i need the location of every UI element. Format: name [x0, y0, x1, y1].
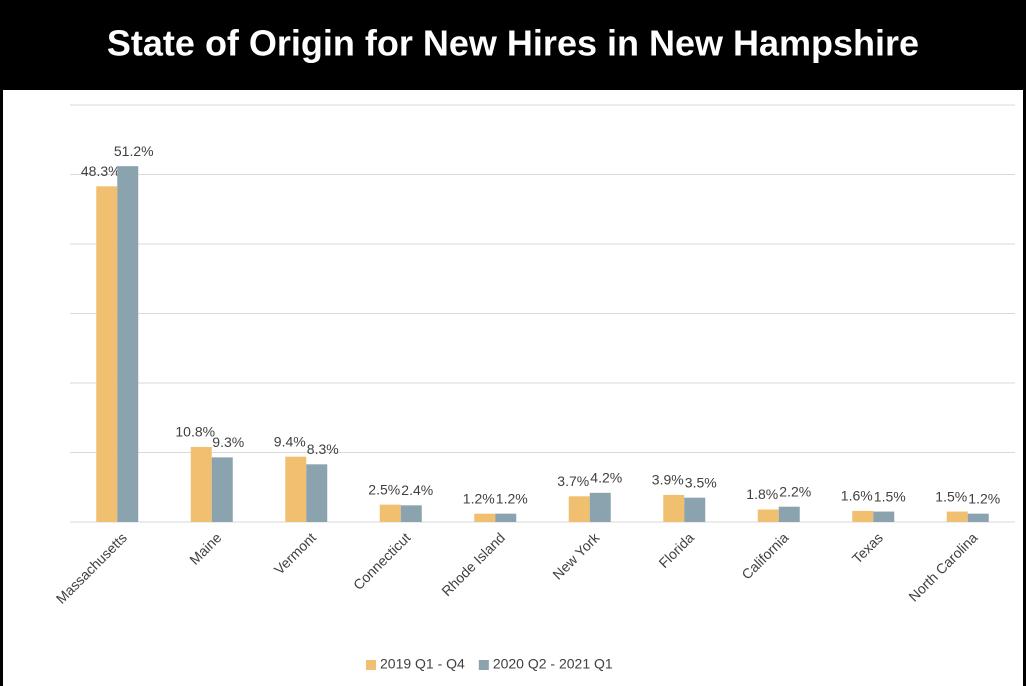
data-label: 2.4% — [401, 482, 433, 498]
bar — [946, 511, 968, 522]
bar — [684, 497, 706, 522]
bar — [778, 506, 800, 522]
x-tick-label: Vermont — [271, 529, 319, 577]
bar — [568, 496, 590, 522]
data-label: 1.5% — [874, 488, 906, 504]
data-label: 3.9% — [652, 472, 684, 488]
bar — [873, 511, 895, 522]
x-tick-label: North Carolina — [905, 529, 980, 604]
bar — [190, 446, 212, 522]
data-label: 1.2% — [496, 490, 528, 506]
bar — [967, 513, 989, 522]
data-label: 3.7% — [557, 473, 589, 489]
data-label: 1.5% — [935, 488, 967, 504]
data-label: 48.3% — [81, 163, 121, 179]
bar — [117, 166, 139, 522]
x-tick-label: Florida — [655, 529, 697, 571]
data-label: 9.3% — [212, 434, 244, 450]
bar — [211, 457, 233, 522]
x-tick-label: Massachusetts — [53, 529, 130, 606]
bar — [663, 494, 685, 522]
bar — [306, 464, 328, 522]
data-label: 2.5% — [368, 481, 400, 497]
bar — [589, 492, 611, 522]
bar — [400, 505, 422, 522]
title-bar — [0, 0, 1026, 90]
bar — [495, 513, 517, 522]
data-label: 2.2% — [779, 483, 811, 499]
x-tick-label: Connecticut — [350, 529, 414, 593]
data-label: 1.2% — [968, 490, 1000, 506]
data-label: 8.3% — [307, 441, 339, 457]
data-label: 10.8% — [175, 424, 215, 440]
chart-frame — [0, 86, 1026, 686]
data-label: 51.2% — [114, 143, 154, 159]
data-label: 4.2% — [590, 470, 622, 486]
legend-swatch — [366, 660, 376, 670]
legend-swatch — [478, 660, 489, 670]
legend-label: 2019 Q1 - Q4 — [380, 656, 465, 672]
data-label: 9.4% — [274, 433, 306, 449]
bar — [379, 504, 401, 522]
x-tick-label: Rhode Island — [438, 529, 508, 599]
data-label: 1.8% — [746, 486, 778, 502]
data-label: 1.2% — [463, 490, 495, 506]
bar — [96, 186, 118, 522]
x-tick-label: California — [738, 529, 791, 582]
bar — [757, 509, 779, 522]
bar — [285, 456, 307, 522]
x-tick-label: Texas — [849, 529, 886, 566]
bar — [474, 513, 496, 522]
legend-label: 2020 Q2 - 2021 Q1 — [493, 656, 613, 672]
data-label: 3.5% — [685, 474, 717, 490]
bar — [852, 510, 874, 522]
x-tick-label: Maine — [186, 529, 224, 567]
chart-title: State of Origin for New Hires in New Ham… — [107, 23, 919, 64]
data-label: 1.6% — [841, 488, 873, 504]
x-tick-label: New York — [549, 529, 603, 583]
